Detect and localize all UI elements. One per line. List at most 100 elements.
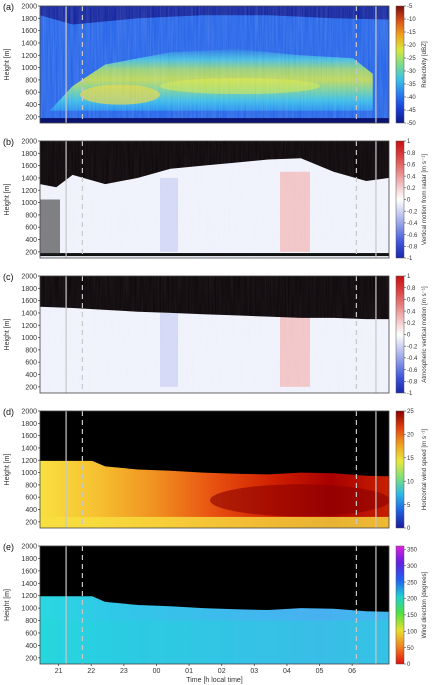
y-tick-label: 600 (25, 360, 37, 367)
colorbar-tick-label: -25 (407, 56, 416, 62)
y-tick-label: 1800 (21, 286, 37, 293)
colorbar-tick-label: 0 (407, 662, 411, 668)
heatmap-field (40, 6, 389, 123)
x-tick-label: 00 (153, 668, 161, 675)
colorbar-tick-label: -50 (407, 121, 416, 127)
colorbar-tick-label: -35 (407, 82, 416, 88)
colorbar-tick-label: -30 (407, 69, 416, 75)
colorbar-tick-label: -40 (407, 95, 416, 101)
y-tick-label: 1800 (21, 16, 37, 23)
y-tick-label: 1200 (21, 593, 37, 600)
colorbar-tick-label: -0.8 (407, 380, 418, 386)
colorbar-tick-label: 0.2 (407, 186, 416, 192)
y-tick-label: 1600 (21, 568, 37, 575)
colorbar-tick-label: 1 (407, 139, 411, 145)
x-tick-label: 05 (316, 668, 324, 675)
y-tick-label: 2000 (21, 544, 37, 551)
y-tick-label: 2000 (21, 409, 37, 416)
y-axis-label: Height [m] (4, 318, 11, 350)
y-tick-label: 400 (25, 237, 37, 244)
colorbar-tick-label: 300 (407, 564, 418, 570)
y-tick-label: 2000 (21, 4, 37, 11)
y-tick-label: 1800 (21, 556, 37, 563)
heatmap-field (40, 276, 389, 393)
y-tick-label: 2000 (21, 274, 37, 281)
colorbar-tick-label: -20 (407, 43, 416, 49)
colorbar-tick-label: 1 (407, 274, 411, 280)
x-tick-label: 22 (87, 668, 95, 675)
y-tick-label: 800 (25, 482, 37, 489)
y-tick-label: 400 (25, 102, 37, 109)
y-tick-label: 1400 (21, 310, 37, 317)
colorbar-tick-label: 0.6 (407, 163, 416, 169)
colorbar-tick-label: -0.6 (407, 233, 418, 239)
y-tick-label: 1200 (21, 188, 37, 195)
y-tick-label: 200 (25, 655, 37, 662)
colorbar-tick-label: -45 (407, 108, 416, 114)
colorbar: -5 -10 -15 -20 -25 -30 -35 -40 -45 -50 Reflectivit… (395, 4, 428, 127)
panel-b: 200 400 600 800 1000 1200 1400 1600 1800 2000 Heig… (3, 137, 428, 262)
y-tick-label: 1200 (21, 323, 37, 330)
panel-c: 200 400 600 800 1000 1200 1400 1600 1800 2000 Heig… (3, 272, 428, 397)
y-tick-label: 200 (25, 249, 37, 256)
x-tick-label: 04 (283, 668, 291, 675)
colorbar-tick-label: 0 (407, 526, 411, 532)
plot-frame (39, 545, 390, 665)
colorbar: 25 20 15 10 5 0 Horizontal wind speed [m s⁻¹] (395, 409, 428, 532)
colorbar-tick-label: -15 (407, 30, 416, 36)
y-tick-label: 1000 (21, 470, 37, 477)
colorbar-tick-label: 0.4 (407, 309, 416, 315)
panel-d: 200400600800100012001400160018002000Heig… (3, 407, 428, 532)
colorbar-tick-label: -0.6 (407, 368, 418, 374)
colorbar-tick-label: 0.6 (407, 298, 416, 304)
colorbar-tick-label: 100 (407, 629, 418, 635)
plot-frame (39, 410, 390, 529)
colorbar-tick-label: 20 (407, 433, 414, 439)
y-tick-label: 800 (25, 347, 37, 354)
x-tick-label: 01 (185, 668, 193, 675)
y-tick-label: 200 (25, 384, 37, 391)
y-tick-label: 400 (25, 643, 37, 650)
colorbar-label: Vertical motion from radar [m s⁻¹] (421, 154, 428, 246)
y-tick-label: 1600 (21, 28, 37, 35)
colorbar-tick-label: 0.8 (407, 151, 416, 157)
y-axis-label: Height [m] (4, 48, 11, 80)
colorbar-tick-label: 0.4 (407, 174, 416, 180)
colorbar-tick-label: 10 (407, 479, 414, 485)
colorbar-label: Horizontal wind speed [m s⁻¹] (421, 429, 428, 511)
y-tick-label: 400 (25, 507, 37, 514)
y-tick-label: 400 (25, 372, 37, 379)
plot-frame (39, 275, 390, 394)
heatmap-field (40, 141, 389, 258)
colorbar: 1 0.8 0.6 0.4 0.2 0 -0.2 -0.4 -0.6 -0.8 -1 Vertical… (395, 139, 428, 262)
plot-frame (39, 5, 390, 124)
x-tick-label: 02 (218, 668, 226, 675)
colorbar-tick-label: -0.4 (407, 221, 418, 227)
y-tick-label: 1400 (21, 175, 37, 182)
y-tick-label: 1800 (21, 421, 37, 428)
y-axis-label: Height [m] (4, 453, 11, 485)
panel-label: (d) (3, 407, 14, 417)
y-tick-label: 1600 (21, 163, 37, 170)
colorbar-tick-label: 200 (407, 597, 418, 603)
y-tick-label: 1000 (21, 65, 37, 72)
colorbar-label: Reflectivity [dBZ] (421, 41, 428, 88)
plot-frame (39, 140, 390, 259)
panel-label: (c) (3, 272, 14, 282)
y-tick-label: 1400 (21, 40, 37, 47)
colorbar-tick-label: 0.2 (407, 321, 416, 327)
y-tick-label: 1200 (21, 53, 37, 60)
y-tick-label: 600 (25, 630, 37, 637)
colorbar-tick-label: -10 (407, 17, 416, 23)
panel-e: 200400600800100012001400160018002000Heig… (3, 542, 428, 684)
y-tick-label: 1400 (21, 445, 37, 452)
colorbar-tick-label: -0.2 (407, 344, 418, 350)
y-tick-label: 200 (25, 114, 37, 121)
x-axis-label: Time [h local time] (186, 677, 243, 684)
y-tick-label: 200 (25, 519, 37, 526)
y-tick-label: 1200 (21, 458, 37, 465)
colorbar-tick-label: -1 (407, 256, 413, 262)
y-tick-label: 600 (25, 495, 37, 502)
y-tick-label: 1400 (21, 581, 37, 588)
y-tick-label: 1600 (21, 298, 37, 305)
